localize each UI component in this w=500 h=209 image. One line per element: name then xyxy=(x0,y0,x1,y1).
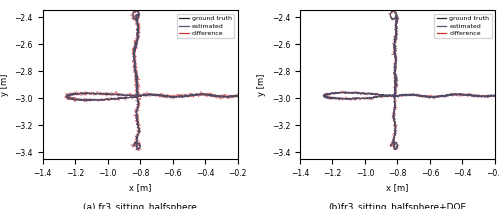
Legend: ground truth, estimated, difference: ground truth, estimated, difference xyxy=(434,14,492,38)
X-axis label: x [m]: x [m] xyxy=(386,183,408,192)
X-axis label: x [m]: x [m] xyxy=(129,183,151,192)
Legend: ground truth, estimated, difference: ground truth, estimated, difference xyxy=(177,14,234,38)
Title: (b)fr3_sitting_halfsphere+DOE: (b)fr3_sitting_halfsphere+DOE xyxy=(328,203,466,209)
Y-axis label: y [m]: y [m] xyxy=(0,73,8,96)
Y-axis label: y [m]: y [m] xyxy=(257,73,266,96)
Title: (a) fr3_sitting_halfsphere: (a) fr3_sitting_halfsphere xyxy=(83,203,197,209)
